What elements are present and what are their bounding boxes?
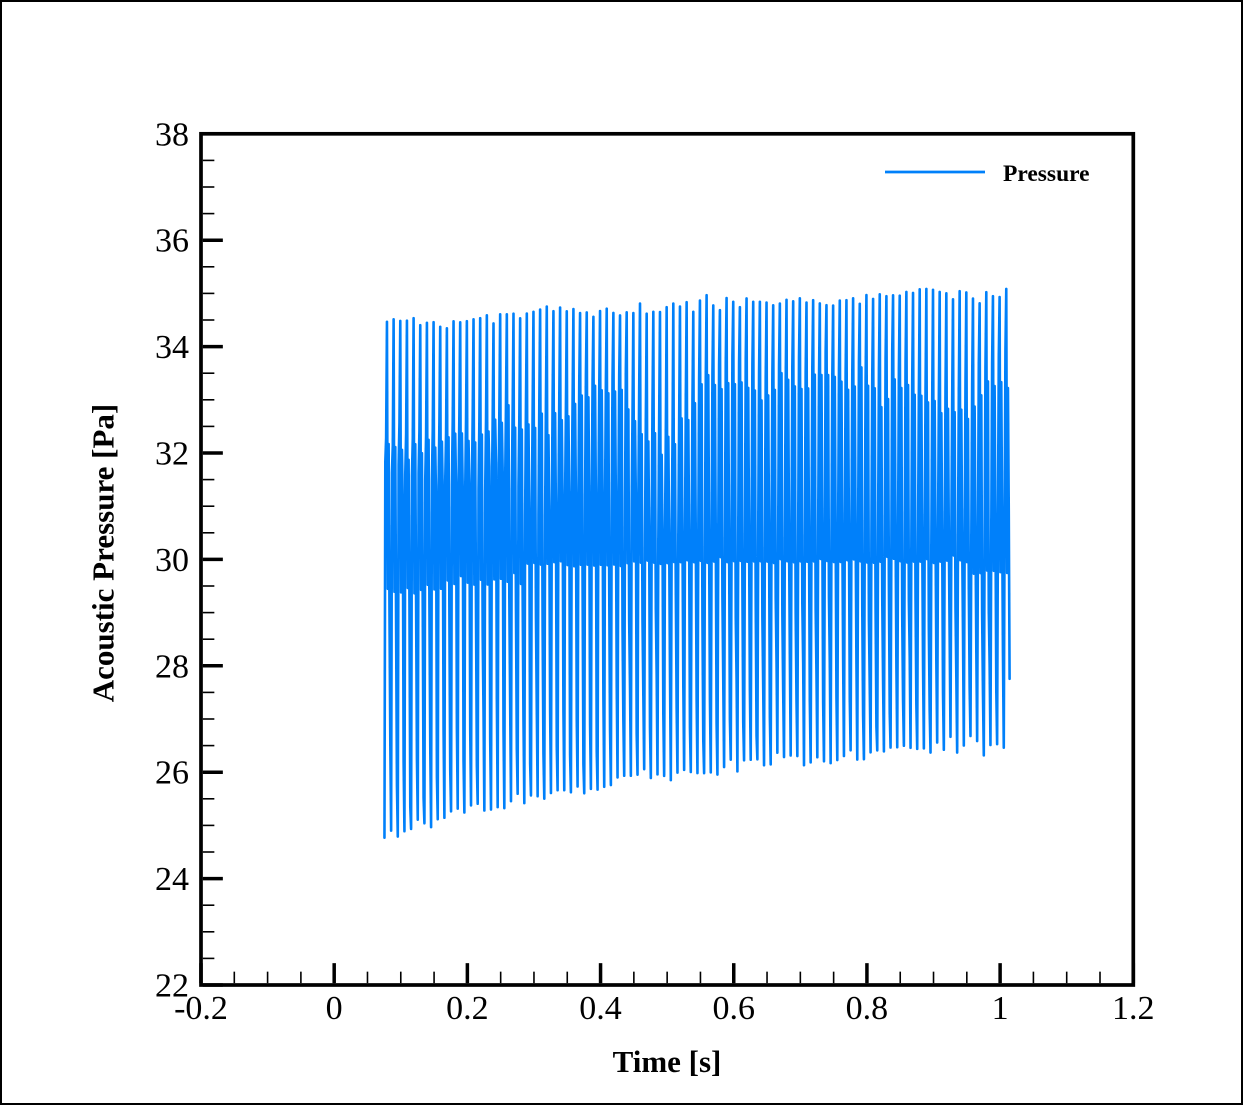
- x-tick-label: 0.2: [446, 990, 489, 1027]
- axis-ticks: [199, 132, 1136, 987]
- pressure-series: [383, 287, 1011, 839]
- plot-border: [199, 131, 1136, 987]
- axis-tick-labels: -0.2 0 0.2 0.4 0.6 0.8 1 1.2 22 24 26 28 30 32 34 36 38: [155, 116, 1155, 1027]
- x-tick-label: 0.6: [712, 990, 755, 1027]
- legend: Pressure: [885, 161, 1090, 187]
- x-tick-label: -0.2: [174, 990, 228, 1027]
- y-tick-label: 26: [155, 755, 189, 792]
- x-tick-label: 1.2: [1112, 990, 1155, 1027]
- y-tick-label: 32: [155, 436, 189, 473]
- y-tick-label: 22: [155, 968, 189, 1005]
- y-axis-title: Acoustic Pressure [Pa]: [86, 404, 121, 702]
- x-tick-label: 0: [326, 990, 343, 1027]
- x-tick-label: 0.4: [579, 990, 622, 1027]
- series-line: [383, 287, 1011, 839]
- y-tick-label: 24: [155, 861, 189, 898]
- y-tick-label: 30: [155, 542, 189, 579]
- plot-frame: [199, 131, 1136, 987]
- legend-series-label: Pressure: [1003, 161, 1090, 187]
- y-tick-label: 36: [155, 223, 189, 260]
- y-tick-label: 38: [155, 116, 189, 153]
- y-tick-label: 34: [155, 329, 189, 366]
- x-tick-label: 0.8: [846, 990, 889, 1027]
- x-axis-title: Time [s]: [613, 1044, 722, 1079]
- x-tick-label: 1: [992, 990, 1009, 1027]
- y-tick-label: 28: [155, 648, 189, 685]
